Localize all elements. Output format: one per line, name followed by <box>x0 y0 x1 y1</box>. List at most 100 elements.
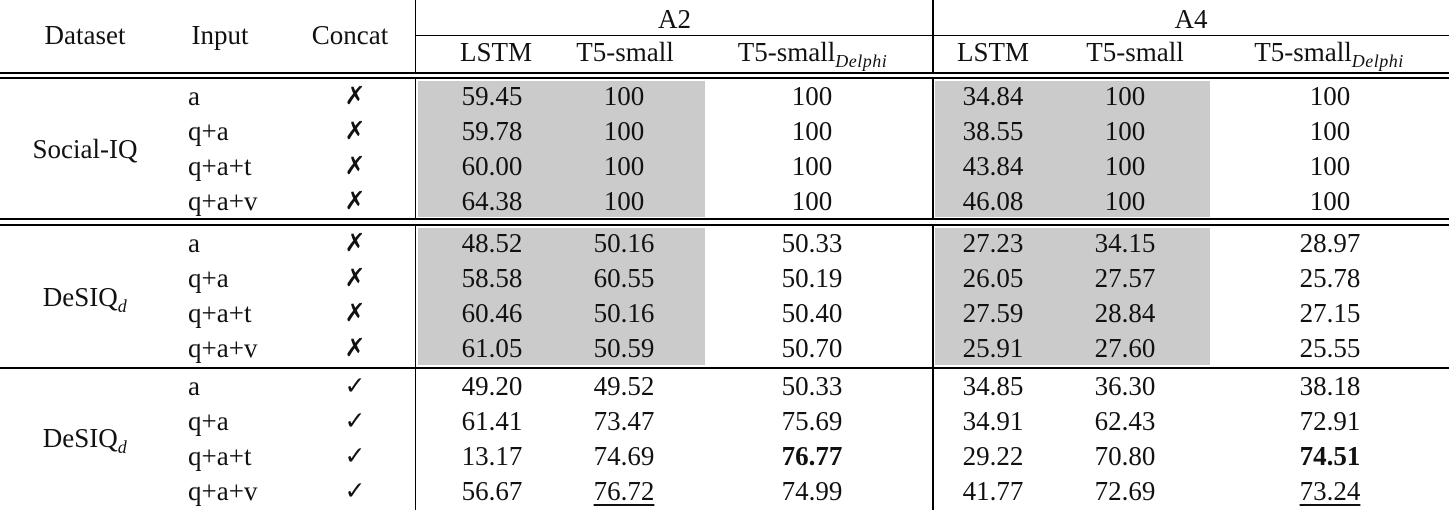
table-cell: 60.46 <box>461 298 523 328</box>
check-mark-icon: ✓ <box>344 371 366 400</box>
cross-mark-icon: ✗ <box>344 81 366 110</box>
table-cell: 13.17 <box>461 441 523 471</box>
table-cell: 27.15 <box>1299 298 1361 328</box>
section1-double-rule-top <box>0 218 1449 220</box>
table-cell: 56.67 <box>461 476 523 506</box>
table-cell: 25.55 <box>1299 333 1361 363</box>
row-input: q+a+v <box>188 186 258 216</box>
row-input: q+a+v <box>188 476 258 506</box>
row-input: q+a <box>188 406 229 436</box>
s2-vrule-left <box>415 226 416 368</box>
cross-mark-icon: ✗ <box>344 151 366 180</box>
header-input: Input <box>191 20 249 50</box>
table-cell: 100 <box>1104 186 1146 216</box>
table-cell: 50.59 <box>593 333 655 363</box>
row-input: a <box>188 81 200 111</box>
table-cell: 27.60 <box>1094 333 1156 363</box>
header-dataset: Dataset <box>44 20 126 50</box>
table-cell: 100 <box>791 186 833 216</box>
table-cell: 34.85 <box>962 371 1024 401</box>
table-cell: 25.91 <box>962 333 1024 363</box>
table-cell: 100 <box>1104 116 1146 146</box>
table-cell: 100 <box>603 116 645 146</box>
table-cell: 26.05 <box>962 263 1024 293</box>
table-cell: 73.24 <box>1299 476 1361 506</box>
shade-s1-a4 <box>935 81 1210 217</box>
dataset-label-desiq-concat: DeSIQd <box>42 423 128 457</box>
table-cell: 100 <box>603 186 645 216</box>
table-cell: 41.77 <box>962 476 1024 506</box>
s1-vrule-left <box>415 79 416 219</box>
header-a2-lstm: LSTM <box>459 37 532 67</box>
check-mark-icon: ✓ <box>344 441 366 470</box>
header-group-a4: A4 <box>1174 4 1208 34</box>
header-vrule-left <box>415 0 416 73</box>
table-cell: 62.43 <box>1094 406 1156 436</box>
row-input: q+a+t <box>188 441 252 471</box>
table-cell: 36.30 <box>1094 371 1156 401</box>
table-cell: 34.91 <box>962 406 1024 436</box>
row-input: a <box>188 228 200 258</box>
section1-double-rule-bottom <box>0 224 1449 226</box>
table-cell: 61.05 <box>461 333 523 363</box>
table-cell: 75.69 <box>781 406 843 436</box>
cross-mark-icon: ✗ <box>344 263 366 292</box>
table-cell: 100 <box>1309 186 1351 216</box>
header-a2-t5-small-delphi: T5-smallDelphi <box>737 37 888 71</box>
table-cell: 74.51 <box>1299 441 1361 471</box>
table-cell: 50.16 <box>593 228 655 258</box>
dataset-label-social-iq: Social-IQ <box>32 134 138 164</box>
table-cell: 50.33 <box>781 228 843 258</box>
table-cell: 59.45 <box>461 81 523 111</box>
header-double-rule-top <box>0 72 1449 74</box>
table-cell: 60.55 <box>593 263 655 293</box>
table-cell: 74.69 <box>593 441 655 471</box>
table-cell: 76.77 <box>781 441 843 471</box>
table-cell: 34.15 <box>1094 228 1156 258</box>
s2-vrule-mid <box>932 226 934 368</box>
table-cell: 100 <box>791 151 833 181</box>
header-concat: Concat <box>311 20 389 50</box>
table-cell: 27.59 <box>962 298 1024 328</box>
table-cell: 34.84 <box>962 81 1024 111</box>
shade-s2-a2 <box>418 228 705 365</box>
table-cell: 100 <box>791 116 833 146</box>
cross-mark-icon: ✗ <box>344 298 366 327</box>
table-cell: 28.97 <box>1299 228 1361 258</box>
table-cell: 100 <box>1309 151 1351 181</box>
cross-mark-icon: ✗ <box>344 116 366 145</box>
cross-mark-icon: ✗ <box>344 333 366 362</box>
row-input: a <box>188 371 200 401</box>
table-cell: 74.99 <box>781 476 843 506</box>
cross-mark-icon: ✗ <box>344 186 366 215</box>
table-cell: 72.69 <box>1094 476 1156 506</box>
table-cell: 49.52 <box>593 371 655 401</box>
header-double-rule-bottom <box>0 77 1449 79</box>
check-mark-icon: ✓ <box>344 476 366 505</box>
shade-s1-a2 <box>418 81 705 217</box>
table-cell: 100 <box>1104 151 1146 181</box>
row-input: q+a <box>188 116 229 146</box>
s3-vrule-left <box>415 369 416 510</box>
table-cell: 29.22 <box>962 441 1024 471</box>
table-cell: 100 <box>791 81 833 111</box>
table-cell: 100 <box>603 151 645 181</box>
table-cell: 49.20 <box>461 371 523 401</box>
table-cell: 60.00 <box>461 151 523 181</box>
row-input: q+a+t <box>188 151 252 181</box>
table-cell: 25.78 <box>1299 263 1361 293</box>
table-cell: 27.23 <box>962 228 1024 258</box>
row-input: q+a+t <box>188 298 252 328</box>
header-group-a2: A2 <box>658 4 691 34</box>
table-cell: 64.38 <box>461 186 523 216</box>
table-cell: 72.91 <box>1299 406 1361 436</box>
table-cell: 76.72 <box>593 476 655 506</box>
header-vrule-mid <box>932 0 934 73</box>
table-cell: 38.18 <box>1299 371 1361 401</box>
s3-vrule-mid <box>932 369 934 510</box>
check-mark-icon: ✓ <box>344 406 366 435</box>
row-input: q+a+v <box>188 333 258 363</box>
table-cell: 28.84 <box>1094 298 1156 328</box>
table-cell: 61.41 <box>461 406 523 436</box>
